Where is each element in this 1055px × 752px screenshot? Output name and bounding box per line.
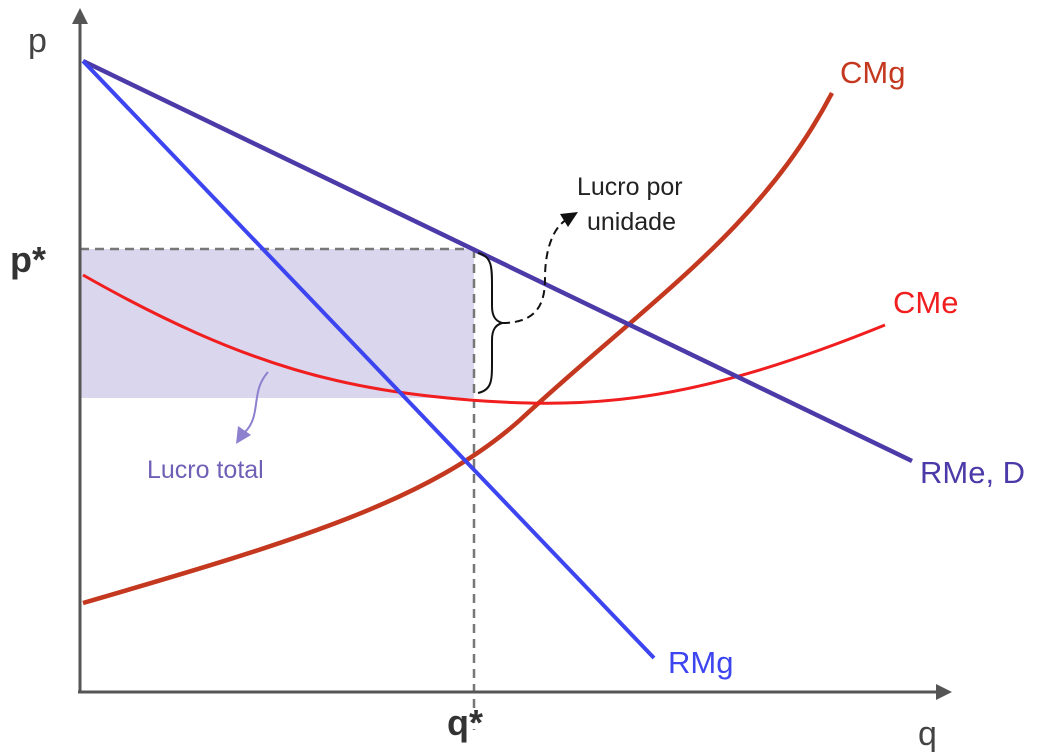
equilibrium-quantity-label: q* <box>447 702 483 743</box>
profit-per-unit-brace <box>477 252 506 394</box>
y-axis-label: p <box>28 22 47 60</box>
y-axis-arrowhead <box>72 8 88 24</box>
profit-per-unit-arrowhead <box>560 212 578 227</box>
profit-per-unit-label-line2: unidade <box>587 208 676 236</box>
total-profit-pointer <box>244 371 269 433</box>
profit-per-unit-pointer <box>501 219 567 324</box>
total-profit-area <box>80 249 474 398</box>
total-profit-arrowhead <box>236 426 251 444</box>
marginal-cost-label: CMg <box>840 55 905 90</box>
marginal-revenue-curve <box>81 59 656 660</box>
average-cost-curve <box>82 273 886 405</box>
marginal-revenue-label: RMg <box>668 645 733 680</box>
profit-per-unit-label-line1: Lucro por <box>577 173 683 201</box>
average-cost-label: CMe <box>893 285 958 320</box>
x-axis-arrowhead <box>936 684 952 700</box>
total-profit-label: Lucro total <box>147 456 264 484</box>
demand-label: RMe, D <box>920 455 1025 490</box>
marginal-cost-curve <box>82 91 834 606</box>
demand-curve <box>82 58 913 464</box>
equilibrium-price-label: p* <box>10 239 46 280</box>
x-axis-label: q <box>918 715 937 752</box>
